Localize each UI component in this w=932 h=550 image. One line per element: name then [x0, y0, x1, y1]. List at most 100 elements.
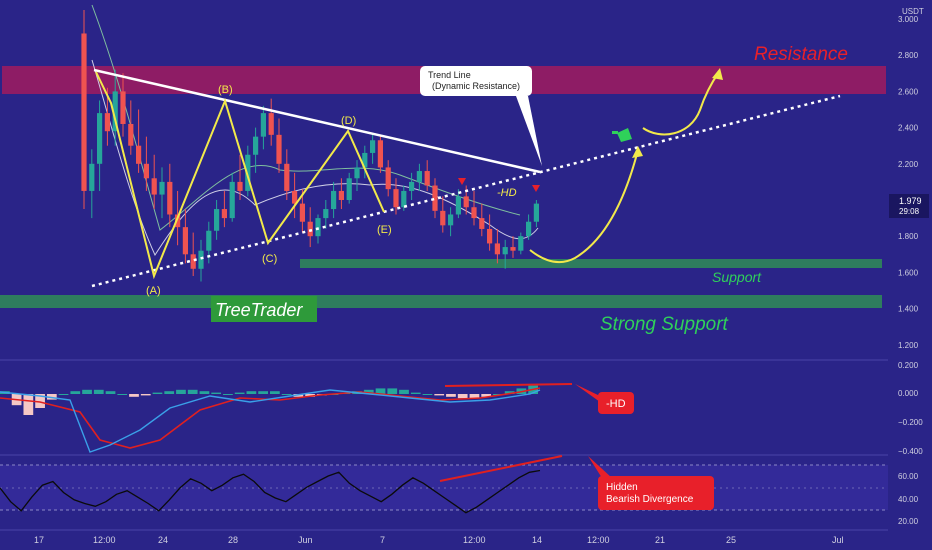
candle-body — [159, 181, 165, 195]
time-tick: 24 — [158, 535, 168, 545]
macd-bar — [363, 389, 374, 394]
candle-body — [143, 163, 149, 179]
candle-body — [104, 113, 110, 132]
price-tick: 2.800 — [898, 51, 919, 60]
target-curve — [642, 71, 720, 136]
candle-body — [112, 91, 118, 132]
macd-bar — [234, 392, 245, 394]
macd-bar — [23, 394, 34, 415]
candle-body — [167, 181, 173, 215]
macd-bar — [387, 388, 398, 394]
macd-tick: 0.200 — [898, 361, 919, 370]
candle-body — [502, 247, 508, 255]
candle-body — [136, 145, 142, 164]
trendline-callout-text: Trend Line (Dynamic Resistance) — [428, 70, 520, 91]
candle-body — [455, 196, 461, 215]
macd-bar — [469, 394, 480, 399]
macd-bar — [82, 389, 92, 394]
macd-axis: 0.200 0.000 −0.200 −0.400 — [898, 361, 923, 456]
moving-average-fast — [91, 59, 539, 257]
candle-body — [487, 228, 493, 244]
trendline-callout — [420, 66, 532, 96]
candle-body — [494, 243, 500, 255]
rsi-tick: 60.00 — [898, 472, 919, 481]
macd-bar — [223, 394, 233, 395]
candle-body — [533, 203, 539, 222]
resistance-label: Resistance — [754, 44, 848, 65]
macd-bar — [199, 391, 210, 394]
macd-bar — [457, 394, 468, 399]
time-tick: 28 — [228, 535, 238, 545]
macd-bar — [140, 394, 151, 396]
candle-body — [479, 218, 485, 229]
macd-bar — [211, 392, 222, 394]
candle-body — [448, 214, 454, 226]
macd-bar — [46, 394, 57, 400]
macd-bar — [117, 394, 128, 395]
time-tick: 7 — [380, 535, 385, 545]
flag-pole — [612, 131, 618, 134]
time-tick: 14 — [532, 535, 542, 545]
moving-average-slow — [91, 4, 521, 231]
wave-label-d: (D) — [341, 115, 356, 127]
candle-body — [81, 33, 87, 191]
macd-bar — [422, 394, 433, 395]
macd-bar — [129, 394, 139, 397]
candle-body — [284, 163, 290, 191]
candle-body — [346, 178, 352, 200]
price-tick: 2.400 — [898, 124, 919, 133]
candle-body — [471, 207, 477, 219]
macd-bar — [187, 389, 198, 394]
macd-bar — [504, 391, 515, 394]
price-tick: 2.200 — [898, 160, 919, 169]
candle-body — [221, 209, 227, 219]
candle-body — [338, 190, 344, 200]
candle-body — [518, 236, 524, 251]
rsi-tick: 20.00 — [898, 517, 919, 526]
candle-body — [128, 123, 134, 146]
price-tick: 1.200 — [898, 341, 919, 350]
rsi-tick: 40.00 — [898, 495, 919, 504]
price-tick: 1.600 — [898, 268, 919, 277]
macd-bar — [481, 394, 492, 397]
rsi-note-text: Hidden Bearish Divergence — [606, 482, 694, 505]
time-tick: 12:00 — [587, 535, 610, 545]
macd-tick: −0.400 — [898, 447, 923, 456]
brand-badge — [211, 296, 317, 322]
macd-bar — [35, 394, 45, 408]
macd-bar — [305, 394, 315, 397]
candle-body — [237, 181, 243, 191]
current-price: 1.979 — [899, 196, 922, 206]
rsi-line — [0, 469, 541, 514]
macd-bar — [246, 391, 257, 394]
wave-label-e: (E) — [377, 224, 392, 236]
candle-body — [354, 167, 360, 179]
sell-marker-icon-2 — [532, 185, 540, 192]
candle-body — [526, 221, 532, 237]
macd-bar — [176, 389, 186, 394]
macd-hd-pointer — [575, 384, 600, 402]
macd-hd-label: -HD — [606, 398, 626, 410]
price-tick: 1.400 — [898, 305, 919, 314]
candle-body — [120, 91, 126, 124]
current-price-tag — [889, 194, 929, 218]
rsi-note-pointer — [588, 456, 612, 478]
macd-bar — [152, 392, 163, 394]
wave-label-c: (C) — [262, 253, 277, 265]
strong-support-zone — [0, 295, 882, 308]
macd-bar — [105, 391, 116, 394]
candle-body — [229, 181, 235, 219]
candle-body — [151, 178, 157, 195]
target-arrowhead — [712, 68, 723, 80]
candle-body — [292, 190, 298, 204]
macd-bar — [164, 391, 175, 394]
candle-body — [206, 230, 212, 251]
trendline-callout-pointer — [516, 96, 542, 166]
time-tick: 17 — [34, 535, 44, 545]
time-tick: 12:00 — [93, 535, 116, 545]
candle-body — [377, 140, 383, 168]
time-tick: Jul — [832, 535, 844, 545]
candle-body — [182, 227, 188, 255]
candle-body — [362, 152, 368, 168]
